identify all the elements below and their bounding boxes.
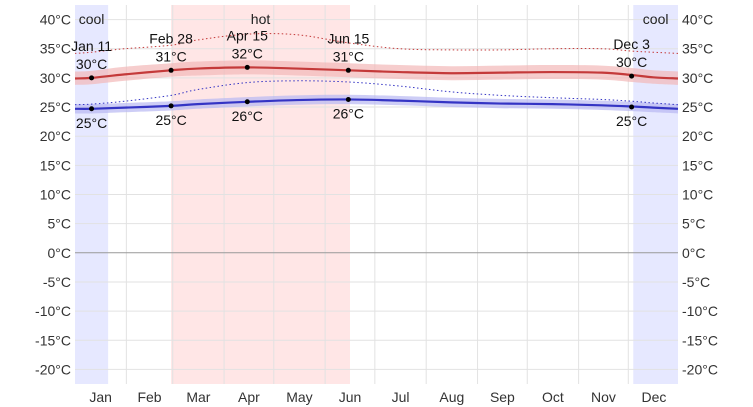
season-label-hot-1: hot bbox=[251, 11, 271, 27]
point-high-0 bbox=[89, 75, 95, 81]
annotation-low: 26°C bbox=[232, 108, 263, 124]
y-tick-label-right: 30°C bbox=[682, 70, 713, 86]
series-lines bbox=[74, 33, 679, 110]
annotation-low: 25°C bbox=[616, 113, 647, 129]
y-tick-label-left: 40°C bbox=[40, 12, 71, 28]
point-low-1 bbox=[168, 103, 174, 109]
annotation-low: 25°C bbox=[76, 115, 107, 131]
y-tick-label-right: 10°C bbox=[682, 187, 713, 203]
annotation-high: 31°C bbox=[155, 48, 186, 64]
annotation-date: Jan 11 bbox=[71, 38, 112, 54]
band-high bbox=[75, 60, 678, 85]
x-tick-label-mar: Mar bbox=[186, 389, 210, 405]
y-tick-label-right: -15°C bbox=[682, 332, 718, 348]
x-tick-label-feb: Feb bbox=[137, 389, 161, 405]
y-tick-label-right: -5°C bbox=[682, 274, 710, 290]
x-tick-label-apr: Apr bbox=[238, 389, 260, 405]
annotation-low: 26°C bbox=[333, 105, 364, 121]
point-low-3 bbox=[345, 96, 351, 102]
season-label-cool-2: cool bbox=[643, 11, 669, 27]
point-low-2 bbox=[244, 99, 250, 105]
annotation-high: 30°C bbox=[76, 56, 107, 72]
dotted-line-high bbox=[74, 33, 679, 54]
annotation-points: Jan 11 30°C 25°C Feb 28 31°C 25°C Apr 15 32°C 26… bbox=[71, 27, 650, 130]
y-tick-label-left: -15°C bbox=[35, 332, 71, 348]
point-high-2 bbox=[244, 64, 250, 70]
x-tick-label-sep: Sep bbox=[490, 389, 515, 405]
y-tick-label-right: -10°C bbox=[682, 303, 718, 319]
annotation-date: Dec 3 bbox=[613, 36, 650, 52]
y-tick-label-right: 20°C bbox=[682, 128, 713, 144]
y-tick-label-left: -5°C bbox=[43, 274, 71, 290]
annotation-date: Apr 15 bbox=[227, 27, 268, 43]
line-low bbox=[74, 98, 679, 110]
y-tick-label-left: 30°C bbox=[40, 70, 71, 86]
annotation-date: Feb 28 bbox=[149, 30, 193, 46]
y-tick-label-right: 0°C bbox=[682, 245, 706, 261]
y-tick-label-left: 25°C bbox=[40, 99, 71, 115]
y-tick-label-right: 25°C bbox=[682, 99, 713, 115]
point-low-0 bbox=[89, 106, 95, 112]
line-high bbox=[74, 66, 679, 80]
y-tick-label-right: 15°C bbox=[682, 157, 713, 173]
y-axis-left-labels: 40°C 35°C 30°C 25°C 20°C 15°C 10°C 5°C 0°C -5°C -1… bbox=[35, 12, 71, 378]
x-tick-label-jun: Jun bbox=[339, 389, 362, 405]
x-tick-label-dec: Dec bbox=[642, 389, 667, 405]
x-tick-label-oct: Oct bbox=[542, 389, 564, 405]
y-axis-right-labels: 40°C 35°C 30°C 25°C 20°C 15°C 10°C 5°C 0°C -5°C -1… bbox=[682, 12, 718, 378]
point-low-4 bbox=[629, 104, 635, 110]
season-label-cool-0: cool bbox=[79, 11, 105, 27]
x-tick-label-aug: Aug bbox=[439, 389, 464, 405]
dotted-line-low bbox=[74, 80, 679, 106]
y-tick-label-left: 35°C bbox=[40, 41, 71, 57]
y-tick-label-left: 20°C bbox=[40, 128, 71, 144]
point-high-3 bbox=[345, 67, 351, 73]
y-tick-label-left: 5°C bbox=[48, 216, 72, 232]
annotation-date: Jun 15 bbox=[327, 30, 369, 46]
season-labels: cool hot cool bbox=[79, 11, 669, 27]
y-tick-label-left: -10°C bbox=[35, 303, 71, 319]
y-tick-label-left: -20°C bbox=[35, 361, 71, 377]
y-tick-label-left: 10°C bbox=[40, 187, 71, 203]
band-low bbox=[75, 94, 678, 114]
y-tick-label-left: 0°C bbox=[48, 245, 72, 261]
y-tick-label-left: 15°C bbox=[40, 157, 71, 173]
annotation-high: 31°C bbox=[333, 48, 364, 64]
annotation-low: 25°C bbox=[155, 112, 186, 128]
x-tick-label-jul: Jul bbox=[392, 389, 410, 405]
y-tick-label-right: -20°C bbox=[682, 361, 718, 377]
x-tick-label-may: May bbox=[286, 389, 312, 405]
point-high-4 bbox=[629, 73, 635, 79]
y-tick-label-right: 35°C bbox=[682, 41, 713, 57]
x-axis-month-labels: Jan Feb Mar Apr May Jun Jul Aug Sep Oct Nov Dec bbox=[89, 389, 666, 405]
annotation-high: 32°C bbox=[232, 45, 263, 61]
point-high-1 bbox=[168, 67, 174, 73]
x-tick-label-jan: Jan bbox=[89, 389, 112, 405]
y-tick-label-right: 40°C bbox=[682, 12, 713, 28]
x-tick-label-nov: Nov bbox=[591, 389, 616, 405]
percentile-bands bbox=[75, 60, 678, 114]
y-tick-label-right: 5°C bbox=[682, 216, 706, 232]
annotation-high: 30°C bbox=[616, 54, 647, 70]
